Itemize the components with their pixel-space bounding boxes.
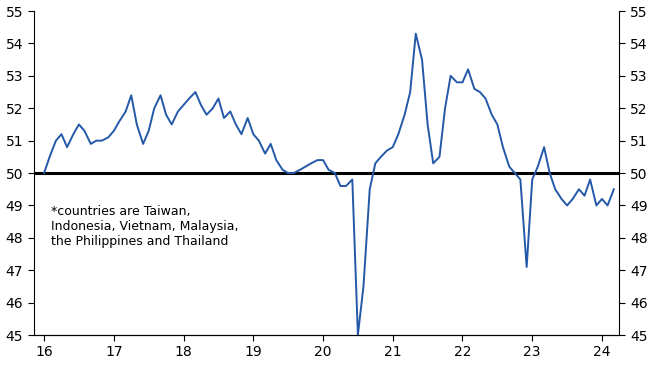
Text: *countries are Taiwan,
Indonesia, Vietnam, Malaysia,
the Philippines and Thailan: *countries are Taiwan, Indonesia, Vietna… bbox=[51, 205, 238, 249]
